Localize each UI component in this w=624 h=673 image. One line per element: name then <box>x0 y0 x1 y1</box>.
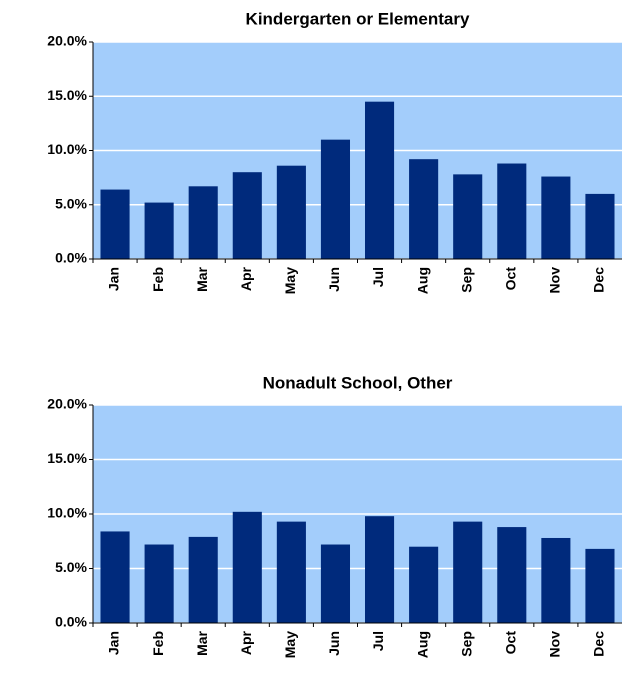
y-tick-label: 5.0% <box>55 195 87 211</box>
bar <box>453 521 483 623</box>
x-tick-label: Dec <box>591 267 607 293</box>
bar <box>409 546 439 623</box>
x-tick-label: Jul <box>370 631 386 651</box>
x-tick-label: Jul <box>370 267 386 287</box>
bar <box>144 202 174 259</box>
y-tick-label: 5.0% <box>55 559 87 575</box>
x-tick-label: Sep <box>458 267 474 293</box>
x-tick-label: Oct <box>502 631 518 655</box>
x-tick-label: Mar <box>194 266 210 291</box>
bar <box>232 172 262 259</box>
x-tick-label: Apr <box>238 266 254 291</box>
bar <box>276 165 306 259</box>
bar <box>188 536 218 623</box>
y-tick-label: 0.0% <box>55 250 87 266</box>
bar <box>100 189 130 259</box>
bar <box>276 521 306 623</box>
x-tick-label: Aug <box>414 267 430 294</box>
y-tick-label: 0.0% <box>55 614 87 630</box>
bar <box>364 101 395 259</box>
bar <box>144 544 174 623</box>
bar <box>453 174 483 259</box>
x-tick-label: Aug <box>414 631 430 658</box>
bar <box>497 527 527 623</box>
bar <box>320 139 351 259</box>
x-tick-label: May <box>282 631 298 658</box>
bar <box>541 537 571 623</box>
bar <box>497 163 527 259</box>
x-tick-label: Nov <box>547 631 563 658</box>
chart-title: Nonadult School, Other <box>263 373 453 392</box>
x-tick-label: Oct <box>502 267 518 291</box>
y-tick-label: 10.0% <box>47 141 87 157</box>
x-tick-label: Sep <box>458 631 474 657</box>
bar <box>188 186 218 259</box>
x-tick-label: Mar <box>194 630 210 655</box>
x-tick-label: Jun <box>326 631 342 656</box>
x-tick-label: Apr <box>238 630 254 655</box>
x-tick-label: Jan <box>106 267 122 291</box>
bar <box>409 159 439 259</box>
x-tick-label: May <box>282 267 298 294</box>
bar <box>364 516 395 623</box>
chart-title: Kindergarten or Elementary <box>246 9 470 28</box>
x-tick-label: Feb <box>150 267 166 292</box>
x-tick-label: Jun <box>326 267 342 292</box>
bar <box>100 531 130 623</box>
x-tick-label: Nov <box>547 267 563 294</box>
y-tick-label: 15.0% <box>47 450 87 466</box>
y-tick-label: 15.0% <box>47 87 87 103</box>
bar <box>585 193 615 259</box>
bar <box>320 544 351 623</box>
y-tick-label: 20.0% <box>47 396 87 412</box>
y-tick-label: 10.0% <box>47 505 87 521</box>
x-tick-label: Dec <box>591 631 607 657</box>
x-tick-label: Feb <box>150 631 166 656</box>
bar <box>541 176 571 259</box>
x-tick-label: Jan <box>106 631 122 655</box>
y-tick-label: 20.0% <box>47 33 87 49</box>
bar <box>585 548 615 623</box>
bar <box>232 511 262 623</box>
